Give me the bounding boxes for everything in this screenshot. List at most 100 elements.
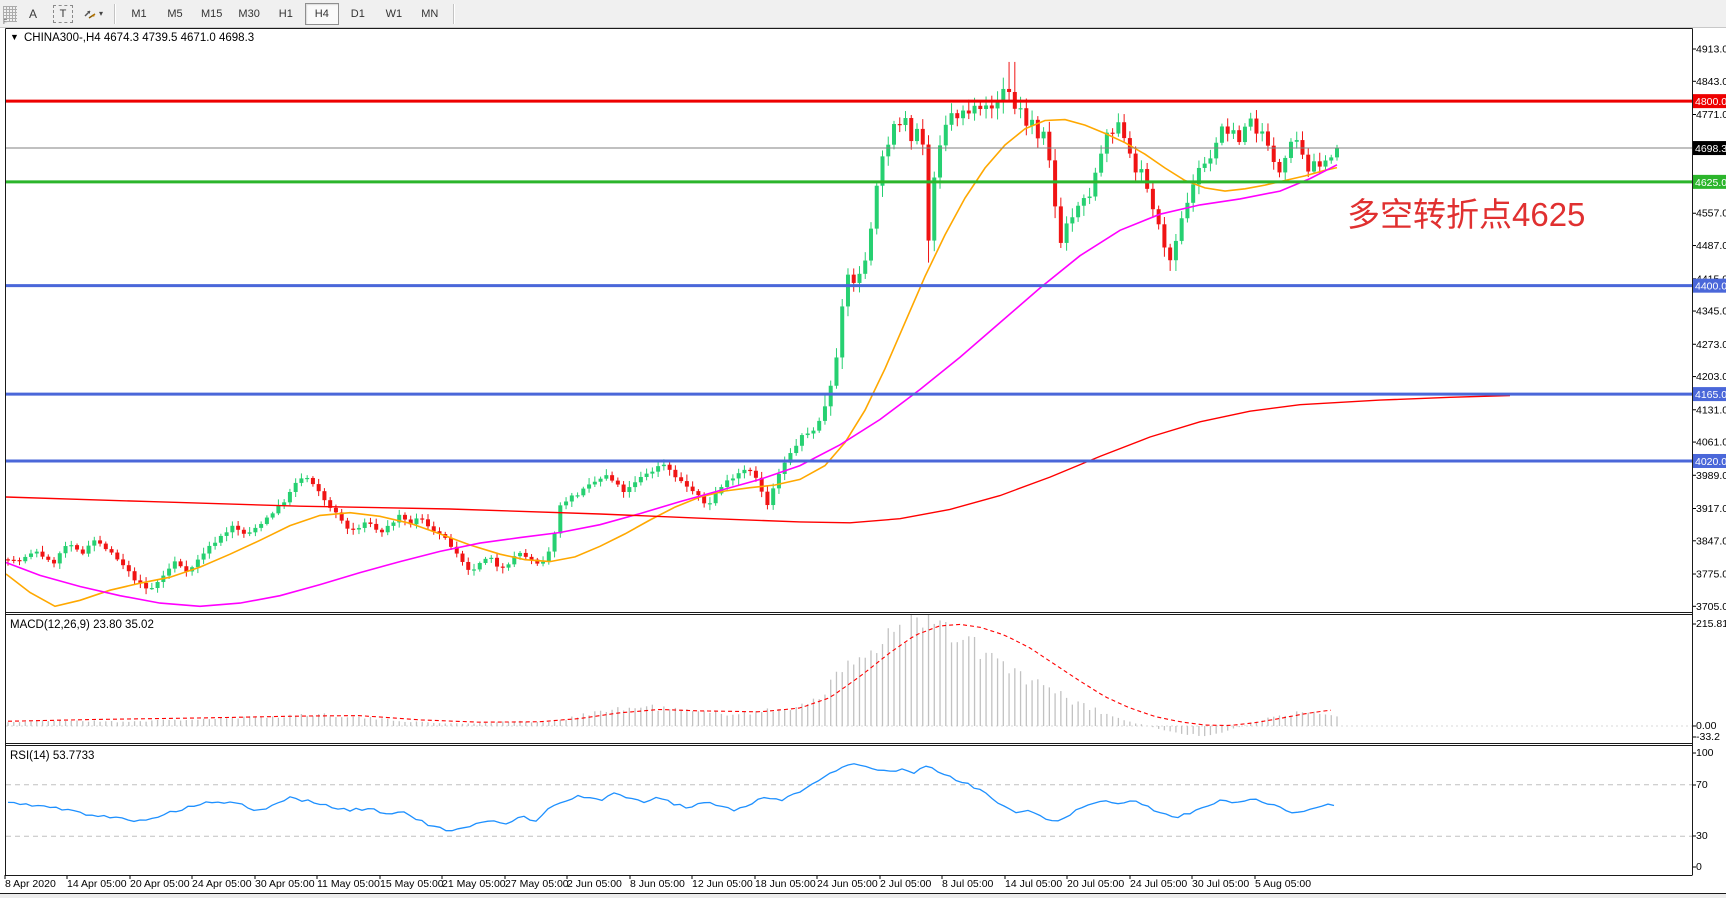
candle-body: [966, 110, 971, 114]
candle-body: [322, 491, 327, 501]
top-toolbar: F A T ▾ M1 M5 M15 M30 H1 H4 D1 W1 MN: [0, 0, 1726, 28]
candle-body: [1110, 132, 1115, 134]
candle-body: [1208, 158, 1213, 164]
timeframe-h1-button[interactable]: H1: [269, 3, 303, 25]
candle-body: [86, 545, 91, 554]
candle-body: [874, 185, 879, 229]
candle-body: [1145, 169, 1150, 189]
time-label: 14 Jul 05:00: [1005, 878, 1062, 890]
timeframe-h4-button[interactable]: H4: [304, 2, 339, 25]
candle-body: [1260, 131, 1265, 134]
candle-body: [408, 519, 413, 525]
text-tool-label: T: [59, 7, 67, 20]
text-label-tool-button[interactable]: T: [53, 4, 73, 23]
candle-body: [98, 540, 103, 544]
candle-body: [811, 430, 816, 434]
candle-body: [989, 105, 994, 109]
candle-body: [40, 551, 45, 557]
candle-body: [978, 105, 983, 110]
time-label: 11 May 05:00: [317, 878, 380, 890]
macd-panel[interactable]: [6, 613, 1692, 737]
timeframe-d1-button[interactable]: D1: [341, 3, 375, 25]
timeframe-w1-button[interactable]: W1: [377, 3, 411, 25]
candle-body: [345, 520, 350, 529]
candle-body: [1271, 145, 1276, 162]
candle-body: [776, 473, 781, 489]
main-chart-panel[interactable]: [5, 61, 1692, 608]
candle-body: [529, 556, 534, 560]
price-axis[interactable]: 4913.04843.04771.04557.04487.04415.04345…: [1692, 44, 1726, 874]
candle-body: [1064, 223, 1069, 243]
candle-body: [1047, 131, 1052, 161]
candle-body: [569, 495, 574, 502]
candle-body: [880, 156, 885, 186]
axis-label: 100: [1696, 747, 1714, 759]
toolbar-handle-label: F: [3, 18, 8, 26]
time-label: 5 Aug 05:00: [1255, 878, 1311, 890]
candle-body: [201, 553, 206, 560]
line-studies-button[interactable]: ▾: [78, 3, 108, 25]
candle-body: [414, 518, 419, 525]
candle-body: [477, 563, 482, 570]
candle-body: [736, 473, 741, 479]
timeframe-mn-button[interactable]: MN: [413, 3, 447, 25]
candle-body: [138, 580, 143, 583]
candle-body: [765, 491, 770, 506]
font-tool-label: A: [28, 6, 37, 21]
candle-body: [558, 505, 563, 534]
candle-body: [172, 561, 177, 569]
candle-body: [1093, 172, 1098, 197]
axis-label: 4061.0: [1696, 437, 1726, 449]
candle-body: [391, 522, 396, 526]
candle-body: [1311, 161, 1316, 172]
candle-body: [6, 559, 10, 561]
time-label: 20 Apr 05:00: [130, 878, 190, 890]
candle-body: [270, 513, 275, 518]
ma-slow-line: [5, 394, 1511, 524]
candle-body: [489, 557, 494, 560]
timeframe-m15-button[interactable]: M15: [194, 3, 229, 25]
candle-body: [932, 177, 937, 241]
candle-body: [1116, 122, 1121, 134]
candle-body: [886, 144, 891, 157]
timeframe-m1-button[interactable]: M1: [122, 3, 156, 25]
candle-body: [909, 118, 914, 142]
timeframe-m30-button[interactable]: M30: [231, 3, 266, 25]
candle-body: [943, 124, 948, 146]
price-chart-svg[interactable]: 4913.04843.04771.04557.04487.04415.04345…: [0, 28, 1726, 898]
timeframe-m5-button[interactable]: M5: [158, 3, 192, 25]
candle-body: [431, 526, 436, 532]
candle-body: [1001, 88, 1006, 103]
axis-label: 4487.0: [1696, 240, 1726, 252]
tf-label: M30: [238, 7, 260, 20]
candle-body: [598, 478, 603, 482]
candle-body: [126, 565, 131, 572]
candle-body: [949, 113, 954, 125]
axis-label: 3847.0: [1696, 535, 1726, 547]
candle-body: [759, 477, 764, 492]
chart-area[interactable]: 4913.04843.04771.04557.04487.04415.04345…: [0, 28, 1726, 898]
candle-body: [707, 503, 712, 505]
font-tool-button[interactable]: A: [18, 3, 48, 25]
candle-body: [1323, 160, 1328, 167]
time-label: 2 Jul 05:00: [880, 878, 932, 890]
time-label: 8 Jul 05:00: [942, 878, 994, 890]
candle-body: [541, 561, 546, 564]
candle-body: [690, 486, 695, 492]
candle-body: [742, 469, 747, 474]
annotation-text: 多空转折点4625: [1347, 196, 1585, 233]
tf-label: W1: [385, 7, 403, 20]
candle-body: [1283, 157, 1288, 173]
candle-body: [684, 481, 689, 487]
candle-body: [1329, 157, 1334, 161]
time-axis[interactable]: 8 Apr 2020 14 Apr 05:00 20 Apr 05:00 24 Apr…: [4, 875, 1311, 890]
toolbar-drag-handle[interactable]: F: [3, 5, 17, 26]
price-badge-label: 4625.0: [1695, 177, 1726, 189]
time-label: 8 Jun 05:00: [630, 878, 685, 890]
symbol-dropdown-caret[interactable]: ▼: [10, 32, 19, 42]
candle-body: [1219, 126, 1224, 143]
rsi-panel[interactable]: [6, 763, 1692, 837]
candle-body: [1248, 118, 1253, 127]
chart-ohlc-header: CHINA300-,H4 4674.3 4739.5 4671.0 4698.3: [24, 32, 254, 44]
axis-label: 4557.0: [1696, 208, 1726, 220]
